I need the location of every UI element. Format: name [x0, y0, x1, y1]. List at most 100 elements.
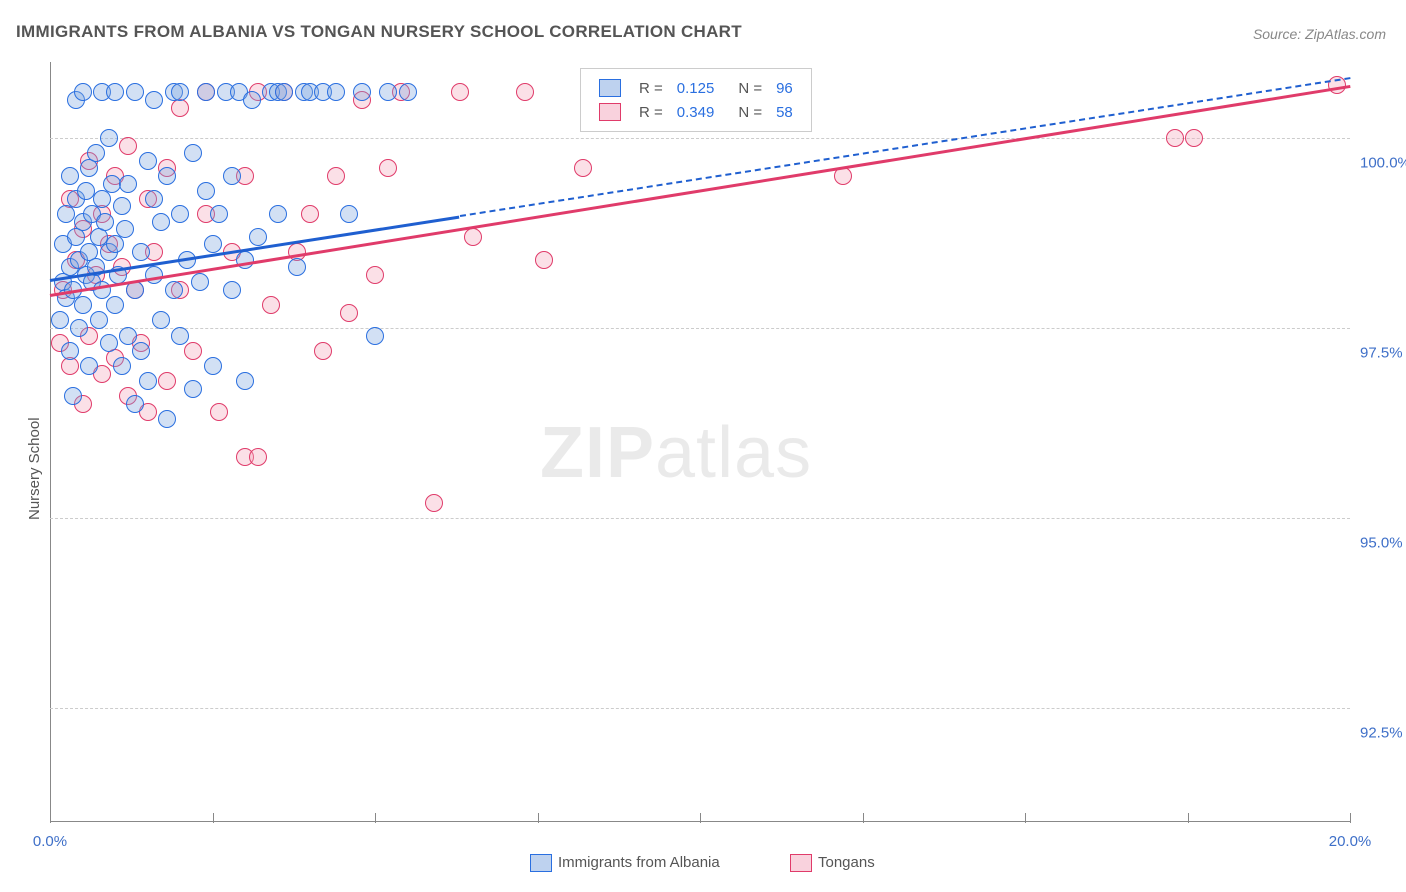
scatter-point — [165, 281, 183, 299]
scatter-point — [236, 372, 254, 390]
x-tick — [1188, 813, 1189, 823]
scatter-point — [57, 205, 75, 223]
scatter-point — [262, 296, 280, 314]
x-tick — [213, 813, 214, 823]
y-tick-label: 92.5% — [1360, 725, 1406, 742]
y-tick-label: 97.5% — [1360, 345, 1406, 362]
scatter-point — [61, 342, 79, 360]
scatter-point — [288, 258, 306, 276]
scatter-point — [327, 83, 345, 101]
scatter-point — [74, 83, 92, 101]
scatter-point — [106, 235, 124, 253]
y-tick-label: 100.0% — [1360, 155, 1406, 172]
scatter-point — [1185, 129, 1203, 147]
scatter-point — [184, 380, 202, 398]
scatter-point — [132, 243, 150, 261]
x-tick — [538, 813, 539, 823]
scatter-point — [301, 205, 319, 223]
scatter-point — [197, 182, 215, 200]
scatter-point — [90, 311, 108, 329]
grid-line — [50, 328, 1350, 329]
watermark: ZIPatlas — [540, 412, 812, 494]
grid-line — [50, 708, 1350, 709]
scatter-point — [366, 327, 384, 345]
scatter-point — [269, 205, 287, 223]
legend-series-a: Immigrants from Albania — [530, 854, 720, 872]
scatter-point — [119, 175, 137, 193]
scatter-point — [152, 213, 170, 231]
scatter-point — [119, 137, 137, 155]
scatter-point — [197, 83, 215, 101]
scatter-point — [158, 410, 176, 428]
scatter-point — [366, 266, 384, 284]
scatter-point — [379, 159, 397, 177]
scatter-point — [204, 235, 222, 253]
scatter-point — [1166, 129, 1184, 147]
x-tick — [375, 813, 376, 823]
scatter-point — [399, 83, 417, 101]
scatter-point — [275, 83, 293, 101]
scatter-point — [113, 197, 131, 215]
scatter-point — [204, 357, 222, 375]
scatter-point — [119, 327, 137, 345]
scatter-point — [100, 129, 118, 147]
x-tick — [700, 813, 701, 823]
legend-series-b: Tongans — [790, 854, 875, 872]
scatter-point — [516, 83, 534, 101]
x-tick — [863, 813, 864, 823]
scatter-point — [210, 205, 228, 223]
scatter-point — [464, 228, 482, 246]
x-tick — [50, 813, 51, 823]
scatter-point — [126, 395, 144, 413]
scatter-point — [145, 190, 163, 208]
scatter-point — [340, 205, 358, 223]
scatter-point — [139, 152, 157, 170]
scatter-point — [132, 342, 150, 360]
y-axis-title: Nursery School — [26, 417, 43, 520]
scatter-point — [152, 311, 170, 329]
scatter-point — [171, 327, 189, 345]
scatter-point — [80, 159, 98, 177]
scatter-point — [574, 159, 592, 177]
scatter-point — [61, 167, 79, 185]
scatter-point — [327, 167, 345, 185]
scatter-point — [210, 403, 228, 421]
x-tick-label: 20.0% — [1329, 833, 1372, 850]
scatter-point — [171, 83, 189, 101]
chart-plot-area: ZIPatlas 92.5%95.0%97.5%100.0%0.0%20.0%R… — [50, 62, 1350, 822]
stats-legend: R = 0.125N = 96R = 0.349N = 58 — [580, 68, 812, 132]
scatter-point — [171, 205, 189, 223]
scatter-point — [100, 334, 118, 352]
y-tick-label: 95.0% — [1360, 535, 1406, 552]
scatter-point — [80, 357, 98, 375]
scatter-point — [106, 296, 124, 314]
scatter-point — [243, 91, 261, 109]
scatter-point — [184, 342, 202, 360]
x-tick-label: 0.0% — [33, 833, 67, 850]
scatter-point — [96, 213, 114, 231]
grid-line — [50, 518, 1350, 519]
scatter-point — [249, 228, 267, 246]
chart-title: IMMIGRANTS FROM ALBANIA VS TONGAN NURSER… — [16, 22, 742, 42]
scatter-point — [51, 311, 69, 329]
scatter-point — [223, 167, 241, 185]
scatter-point — [223, 281, 241, 299]
scatter-point — [184, 144, 202, 162]
scatter-point — [106, 83, 124, 101]
scatter-point — [139, 372, 157, 390]
scatter-point — [74, 296, 92, 314]
scatter-point — [126, 83, 144, 101]
scatter-point — [451, 83, 469, 101]
source-label: Source: ZipAtlas.com — [1253, 26, 1386, 42]
grid-line — [50, 138, 1350, 139]
scatter-point — [425, 494, 443, 512]
x-tick — [1350, 813, 1351, 823]
scatter-point — [249, 448, 267, 466]
scatter-point — [158, 167, 176, 185]
x-tick — [1025, 813, 1026, 823]
scatter-point — [116, 220, 134, 238]
scatter-point — [535, 251, 553, 269]
scatter-point — [113, 357, 131, 375]
scatter-point — [171, 99, 189, 117]
scatter-point — [191, 273, 209, 291]
